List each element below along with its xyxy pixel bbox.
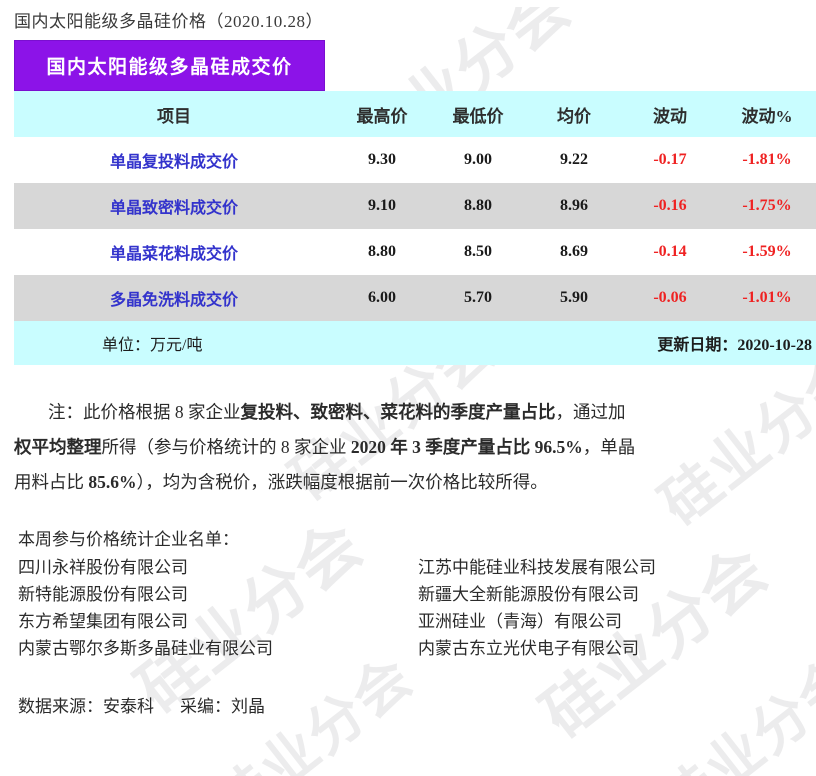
source-line: 数据来源：安泰科 采编：刘晶 [18,692,816,717]
row-change-pct: -1.59% [718,229,816,275]
note-line2-plain-b: ，单晶 [582,437,636,457]
row-high-price: 8.80 [334,229,430,275]
row-change: -0.16 [622,183,718,229]
column-header-change-pct: 波动% [718,91,816,137]
row-change-pct: -1.81% [718,137,816,183]
row-change-pct: -1.01% [718,275,816,321]
column-header-change: 波动 [622,91,718,137]
company-name-left: 四川永祥股份有限公司 [18,558,188,577]
row-change: -0.06 [622,275,718,321]
row-avg-price: 8.96 [526,183,622,229]
column-header-item: 项目 [14,91,334,137]
table-row: 单晶致密料成交价 9.10 8.80 8.96 -0.16 -1.75% [14,183,816,229]
column-header-high: 最高价 [334,91,430,137]
table-header-row: 项目 最高价 最低价 均价 波动 波动% [14,91,816,137]
row-high-price: 9.30 [334,137,430,183]
row-low-price: 5.70 [430,275,526,321]
table-banner-title: 国内太阳能级多晶硅成交价 [14,40,325,91]
company-list-title: 本周参与价格统计企业名单： [18,530,239,549]
row-low-price: 9.00 [430,137,526,183]
column-header-avg: 均价 [526,91,622,137]
company-list-section: 本周参与价格统计企业名单： 四川永祥股份有限公司 江苏中能硅业科技发展有限公司 … [18,526,808,662]
note-line1-plain-a: 注：此价格根据 8 家企业 [48,402,241,422]
data-source-label: 数据来源：安泰科 [18,697,154,716]
table-update-date: 更新日期：2020-10-28 [526,321,816,365]
note-line3-bold-a: 85.6% [88,472,137,492]
row-avg-price: 5.90 [526,275,622,321]
table-row: 单晶菜花料成交价 8.80 8.50 8.69 -0.14 -1.59% [14,229,816,275]
list-item: 新特能源股份有限公司 新疆大全新能源股份有限公司 [18,581,808,608]
note-line2-plain-a: 所得（参与价格统计的 8 家企业 [101,437,351,457]
note-line1-bold: 复投料、致密料、菜花料的季度产量占比 [240,402,556,422]
list-item: 东方希望集团有限公司 亚洲硅业（青海）有限公司 [18,608,808,635]
company-name-right: 亚洲硅业（青海）有限公司 [418,612,622,631]
company-name-right: 江苏中能硅业科技发展有限公司 [418,558,656,577]
company-name-left: 内蒙古鄂尔多斯多晶硅业有限公司 [18,639,273,658]
row-item-label: 多晶免洗料成交价 [14,275,334,321]
price-table-section: 国内太阳能级多晶硅成交价 项目 最高价 最低价 均价 波动 波动% 单晶复投料成… [14,40,816,365]
company-name-right: 新疆大全新能源股份有限公司 [418,585,639,604]
note-line3-plain-b: ），均为含税价，涨跌幅度根据前一次价格比较所得。 [136,472,548,492]
page-title: 国内太阳能级多晶硅价格（2020.10.28） [14,12,323,31]
column-header-low: 最低价 [430,91,526,137]
row-high-price: 9.10 [334,183,430,229]
table-footer-row: 单位：万元/吨 更新日期：2020-10-28 [14,321,816,365]
table-row: 多晶免洗料成交价 6.00 5.70 5.90 -0.06 -1.01% [14,275,816,321]
row-item-label: 单晶复投料成交价 [14,137,334,183]
table-row: 单晶复投料成交价 9.30 9.00 9.22 -0.17 -1.81% [14,137,816,183]
row-high-price: 6.00 [334,275,430,321]
row-change: -0.17 [622,137,718,183]
list-item: 四川永祥股份有限公司 江苏中能硅业科技发展有限公司 [18,554,808,581]
row-low-price: 8.50 [430,229,526,275]
note-paragraph: 注：此价格根据 8 家企业复投料、致密料、菜花料的季度产量占比，通过加 [14,395,816,430]
note-line1-plain-b: ，通过加 [555,402,626,422]
note-paragraph-line3: 用料占比 85.6%），均为含税价，涨跌幅度根据前一次价格比较所得。 [14,465,816,500]
row-change-pct: -1.75% [718,183,816,229]
company-name-left: 新特能源股份有限公司 [18,585,188,604]
row-avg-price: 8.69 [526,229,622,275]
note-paragraph-line2: 权平均整理所得（参与价格统计的 8 家企业 2020 年 3 季度产量占比 96… [14,430,816,465]
note-line2-bold-b: 2020 年 3 季度产量占比 96.5% [350,437,583,457]
row-low-price: 8.80 [430,183,526,229]
row-change: -0.14 [622,229,718,275]
row-avg-price: 9.22 [526,137,622,183]
row-item-label: 单晶菜花料成交价 [14,229,334,275]
company-name-left: 东方希望集团有限公司 [18,612,188,631]
note-line2-bold-a: 权平均整理 [14,437,102,457]
price-table: 项目 最高价 最低价 均价 波动 波动% 单晶复投料成交价 9.30 9.00 … [14,91,816,365]
list-item: 内蒙古鄂尔多斯多晶硅业有限公司 内蒙古东立光伏电子有限公司 [18,635,808,662]
company-name-right: 内蒙古东立光伏电子有限公司 [418,639,639,658]
row-item-label: 单晶致密料成交价 [14,183,334,229]
table-unit-label: 单位：万元/吨 [14,321,526,365]
editor-label: 采编：刘晶 [180,697,265,716]
note-line3-plain-a: 用料占比 [14,472,89,492]
